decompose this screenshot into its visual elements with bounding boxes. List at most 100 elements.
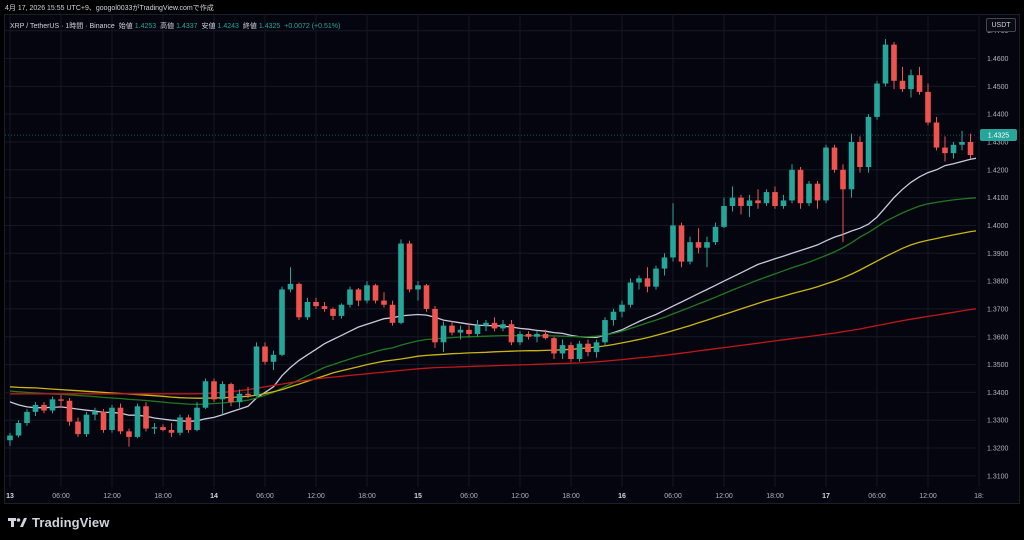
candle <box>916 66 923 95</box>
plot-area <box>7 39 976 447</box>
candle-body <box>415 285 421 290</box>
y-tick-label: 1.3800 <box>987 279 1009 286</box>
candle-body <box>330 308 336 316</box>
ma-line-yellow <box>9 230 976 399</box>
candle-body <box>398 243 404 323</box>
candle <box>891 41 897 90</box>
candle-body <box>32 404 39 412</box>
candle <box>219 381 226 415</box>
candle <box>49 396 56 414</box>
candle <box>279 286 285 357</box>
candle-body <box>763 192 770 204</box>
candle <box>330 307 336 321</box>
x-tick-label: 12:00 <box>103 493 121 500</box>
candle <box>882 39 889 87</box>
candle <box>15 420 22 438</box>
x-axis: 13 06:00 12:00 18:00 14 06:00 12:00 18:00 15 06:0… <box>6 493 984 500</box>
price-tag-box <box>980 129 1017 142</box>
candle-body <box>389 304 396 323</box>
candle-body <box>568 345 574 360</box>
candle <box>500 320 506 332</box>
candle <box>41 402 47 414</box>
x-tick-label: 06:00 <box>256 493 274 500</box>
candle-body <box>134 406 141 437</box>
candle-body <box>253 346 260 396</box>
candle-body <box>959 141 965 145</box>
chart-frame[interactable] <box>4 14 1020 504</box>
brand-name: TradingView <box>32 515 110 530</box>
candle-body <box>185 417 192 430</box>
candle <box>389 300 396 326</box>
candle-body <box>15 423 22 436</box>
candle-body <box>364 285 370 301</box>
candle <box>780 194 787 209</box>
candle <box>406 240 413 293</box>
candle <box>440 321 447 353</box>
legend-open-label: 始値 <box>118 23 133 30</box>
candle <box>610 308 617 326</box>
candle <box>831 144 838 173</box>
legend-open-value: 1.4253 <box>134 23 157 30</box>
candle <box>602 317 608 346</box>
x-tick-label: 15 <box>414 493 422 500</box>
candle-body <box>644 278 651 287</box>
legend-high-label: 高値 <box>160 23 175 30</box>
candle-body <box>143 406 149 429</box>
candle <box>253 342 260 397</box>
y-tick-label: 1.3200 <box>987 446 1009 453</box>
candle <box>474 320 481 337</box>
candle-body <box>874 83 880 117</box>
candle <box>151 423 158 435</box>
x-tick-label: 18:00 <box>562 493 580 500</box>
price-chart[interactable]: 1.3100 1.3200 1.3300 1.3400 1.3500 1.3600 1.37… <box>0 0 1024 505</box>
candle-body <box>304 301 311 318</box>
candle <box>134 403 141 439</box>
candle-body <box>916 75 923 92</box>
candle <box>364 281 370 304</box>
ma-line-red <box>10 308 976 395</box>
candle <box>449 321 455 336</box>
ma-line-white <box>9 157 976 422</box>
candle <box>185 414 192 433</box>
candle <box>117 403 124 435</box>
y-tick-label: 1.3300 <box>987 418 1009 425</box>
candle-body <box>950 144 957 154</box>
candle <box>202 378 209 410</box>
candle-body <box>653 268 659 287</box>
candle <box>933 116 940 151</box>
candle-body <box>236 393 243 403</box>
candle-body <box>7 435 13 441</box>
candle <box>772 186 778 209</box>
candle <box>168 423 175 437</box>
candle <box>245 386 251 398</box>
grid-lines <box>5 14 980 487</box>
candle-body <box>338 304 345 316</box>
candle-body <box>695 242 702 248</box>
candle <box>865 114 872 173</box>
candle-body <box>823 147 829 201</box>
candle <box>899 66 906 92</box>
candle <box>347 286 353 308</box>
candle-body <box>865 116 872 168</box>
brand-link[interactable]: TradingView <box>8 515 109 530</box>
candle-body <box>967 141 974 156</box>
currency-button[interactable]: USDT <box>986 18 1016 32</box>
candle <box>738 194 744 215</box>
candle <box>296 282 302 321</box>
candle-body <box>729 197 736 206</box>
legend-symbol[interactable]: XRP / TetherUS · 1時間 · Binance <box>10 23 115 30</box>
candle-body <box>440 325 447 343</box>
candle <box>653 265 659 290</box>
x-tick-label: 12:00 <box>307 493 325 500</box>
y-tick-label: 1.4200 <box>987 167 1009 174</box>
price-tag-label: 1.4325 <box>988 133 1010 140</box>
candle-body <box>517 333 523 343</box>
candle <box>423 283 430 312</box>
candle <box>636 275 642 290</box>
candle <box>687 236 693 265</box>
candle <box>797 167 804 209</box>
candle <box>270 350 277 371</box>
candle <box>24 409 30 426</box>
candle-body <box>678 225 685 262</box>
candle <box>840 164 846 243</box>
